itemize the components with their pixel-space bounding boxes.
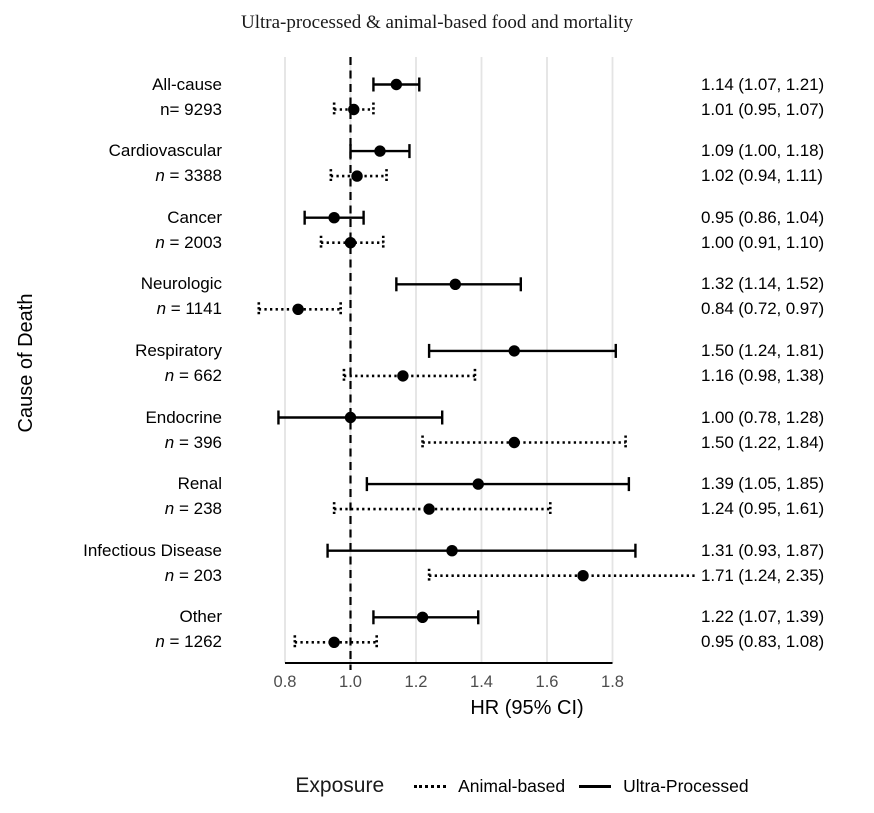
legend-item-animal-based: Animal-based xyxy=(414,776,565,797)
point-marker-ultra xyxy=(416,611,429,623)
point-marker-animal xyxy=(508,436,520,449)
point-marker-ultra xyxy=(374,145,386,157)
point-marker-animal xyxy=(292,303,304,315)
point-marker-ultra xyxy=(449,278,461,290)
point-marker-animal xyxy=(328,636,340,648)
legend-item-ultra-processed: Ultra-Processed xyxy=(579,775,749,797)
legend-item-label: Animal-based xyxy=(458,775,566,796)
point-marker-ultra xyxy=(328,212,340,224)
x-axis-label: HR (95% CI) xyxy=(470,697,584,719)
point-marker-animal xyxy=(348,103,360,116)
dotted-line-swatch-icon xyxy=(414,784,447,788)
point-marker-ultra xyxy=(344,411,357,424)
legend-title: Exposure xyxy=(295,774,385,797)
legend: Exposure Animal-based Ultra-Processed xyxy=(170,774,874,798)
point-marker-ultra xyxy=(446,545,458,557)
chart-title: Ultra-processed & animal-based food and … xyxy=(240,12,633,33)
point-marker-animal xyxy=(423,503,435,515)
point-marker-ultra xyxy=(508,345,520,357)
point-marker-animal xyxy=(344,237,357,249)
point-marker-ultra xyxy=(472,478,484,490)
point-marker-animal xyxy=(397,370,409,382)
point-marker-animal xyxy=(577,570,589,582)
legend-item-label: Ultra-Processed xyxy=(623,775,749,796)
point-marker-animal xyxy=(351,170,363,182)
point-marker-ultra xyxy=(390,78,403,91)
solid-line-swatch-icon xyxy=(579,784,612,788)
